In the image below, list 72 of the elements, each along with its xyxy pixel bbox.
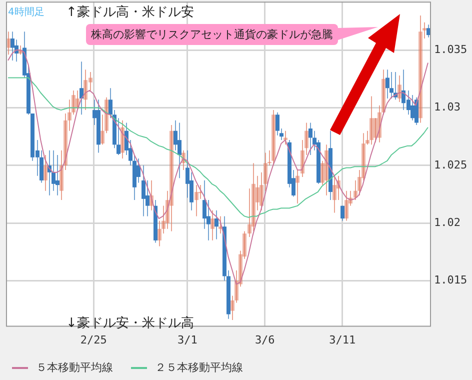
candlestick (276, 112, 280, 136)
candlestick (56, 154, 60, 196)
candlestick (84, 69, 88, 111)
candlestick (252, 162, 256, 232)
candlestick (142, 164, 146, 217)
candlestick (358, 170, 362, 196)
annotation: ↓豪ドル安・米ドル高 (66, 315, 194, 332)
candlestick (340, 205, 344, 222)
candlestick (44, 154, 48, 192)
candlestick (256, 175, 260, 211)
candlestick (230, 295, 234, 321)
y-tick-label: 1.035 (434, 42, 468, 56)
candlestick (248, 188, 252, 238)
y-tick-label: 1.02 (434, 216, 460, 229)
candlestick (136, 158, 140, 184)
candlestick (264, 152, 268, 192)
candlestick (296, 170, 300, 204)
x-tick-label: 3/1 (177, 333, 198, 346)
candlestick (300, 140, 304, 178)
candlestick (100, 114, 104, 146)
candlestick (64, 113, 68, 171)
y-tick-label: 1.025 (434, 158, 468, 172)
candlestick (158, 220, 162, 247)
candlestick (162, 205, 166, 234)
candlestick (374, 118, 378, 143)
candlestick (10, 31, 14, 61)
x-tick-label: 3/6 (254, 333, 275, 346)
y-tick-label: 1.015 (434, 274, 468, 287)
candlestick (178, 122, 182, 179)
candlestick (366, 130, 370, 146)
candlestick (272, 110, 276, 166)
x-tick-label: 2/25 (80, 333, 107, 346)
candlestick (370, 96, 374, 146)
candlestick (344, 190, 348, 222)
candlestick (362, 132, 366, 181)
candlestick (324, 144, 328, 196)
candlestick (242, 230, 246, 260)
candlestick (52, 150, 56, 192)
candlestick (210, 210, 214, 241)
candlestick (68, 99, 72, 132)
candlestick (170, 124, 174, 232)
annotation: 4時間足 (8, 6, 44, 19)
legend-label: ５本移動平均線 (36, 360, 113, 375)
legend-label: ２５本移動平均線 (155, 360, 243, 375)
candlestick (104, 96, 108, 134)
candlestick (332, 175, 336, 214)
candlestick (238, 250, 242, 288)
candlestick (214, 210, 218, 240)
candlestick (398, 74, 402, 102)
candlestick (260, 172, 264, 211)
candlestick (88, 71, 92, 91)
candlestick (386, 69, 390, 100)
x-tick-label: 3/11 (329, 333, 356, 346)
y-tick-label: 1.03 (434, 100, 460, 114)
candlestick (414, 96, 418, 126)
candlestick (304, 122, 308, 156)
candlestick (308, 122, 312, 156)
candlestick (320, 160, 324, 186)
annotation: ↑豪ドル高・米ドル安 (66, 4, 194, 21)
candlestick (60, 150, 64, 201)
candlestick (72, 90, 76, 116)
annotation: 株高の影響でリスクアセット通貨の豪ドルが急騰 (86, 24, 338, 45)
candlestick (382, 69, 386, 116)
candlestick (80, 61, 84, 116)
candlestick (120, 120, 124, 160)
candlestick (390, 71, 394, 100)
candlestick (284, 130, 288, 146)
candlestick (410, 94, 414, 121)
candlestick (422, 22, 426, 40)
candlestick (234, 270, 238, 304)
candlestick (194, 184, 198, 217)
candlestick (418, 14, 422, 124)
